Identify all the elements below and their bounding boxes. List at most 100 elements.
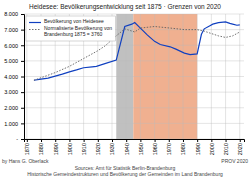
annotation: PROV 2020 — [221, 158, 248, 164]
x-tick: 1930 — [109, 139, 115, 155]
x-tick-mark — [226, 139, 227, 142]
x-tick-mark — [41, 139, 42, 142]
x-tick-mark — [155, 139, 156, 142]
y-tick: - — [16, 136, 24, 142]
x-tick-label: 1930 — [109, 143, 115, 155]
y-axis: - 1.000 2.000 3.000 4.000 5.000 6.000 7.000 8.00… — [4, 11, 24, 142]
x-tick-label: 1970 — [166, 143, 172, 155]
x-tick: 2000 — [209, 139, 215, 155]
x-tick-mark — [126, 139, 127, 142]
y-tick-mark — [21, 108, 24, 109]
grid-line-y — [24, 107, 244, 108]
x-tick-mark — [197, 139, 198, 142]
grid-line-x — [168, 14, 169, 139]
plot: 1870 1880 1890 1900 1910 1920 1930 1940 1950 1960… — [4, 11, 244, 155]
x-tick: 1920 — [95, 139, 101, 155]
y-tick-mark — [21, 123, 24, 124]
y-axis-line — [21, 15, 25, 140]
y-tick-mark — [21, 61, 24, 62]
y-tick-mark — [21, 77, 24, 78]
annotation: by Hans G. Oberlack — [2, 158, 49, 164]
grid-line-y — [24, 14, 244, 15]
x-tick-label: 1990 — [195, 143, 201, 155]
x-tick-label: 2010 — [223, 143, 229, 155]
x-tick-label: 1920 — [95, 143, 101, 155]
x-tick: 1870 — [24, 139, 30, 155]
x-tick-mark — [240, 139, 241, 142]
grid — [24, 14, 244, 139]
y-tick-mark — [21, 45, 24, 46]
y-tick: 3.000 — [4, 89, 24, 95]
y-tick-label: 7.000 — [4, 27, 18, 33]
x-tick-label: 1960 — [152, 143, 158, 155]
x-tick: 1940 — [124, 139, 130, 155]
x-tick: 1910 — [81, 139, 87, 155]
x-tick: 1990 — [195, 139, 201, 155]
legend: Bevölkerung von HeideseeNormalisierte Be… — [26, 16, 115, 41]
x-tick-mark — [84, 139, 85, 142]
y-tick-label: 2.000 — [4, 105, 18, 111]
series-line — [34, 27, 240, 81]
legend-box — [26, 16, 115, 41]
y-tick: 7.000 — [4, 27, 24, 33]
y-tick-label: 4.000 — [4, 74, 18, 80]
y-tick-label: 1.000 — [4, 121, 18, 127]
legend-label: Bevölkerung von Heidesee — [44, 18, 104, 24]
x-tick: 1890 — [53, 139, 59, 155]
x-tick: 1980 — [180, 139, 186, 155]
x-tick: 1970 — [166, 139, 172, 155]
legend-label: Normalisierte Bevölkerung vonBrandenburg… — [44, 25, 112, 37]
x-tick: 1960 — [152, 139, 158, 155]
grid-line-x — [140, 14, 141, 139]
y-tick-mark — [21, 139, 24, 140]
y-tick-label: 8.000 — [4, 11, 18, 17]
grid-line-x — [154, 14, 155, 139]
x-tick-label: 1910 — [81, 143, 87, 155]
x-tick-label: 1880 — [38, 143, 44, 155]
chart: 1870 1880 1890 1900 1910 1920 1930 1940 1950 1960… — [0, 0, 250, 177]
x-tick-mark — [169, 139, 170, 142]
lines — [34, 22, 240, 80]
y-tick-label: - — [16, 136, 18, 142]
grid-line-y — [24, 60, 244, 61]
x-tick-mark — [183, 139, 184, 142]
legend-swatch — [29, 22, 41, 23]
x-axis: 1870 1880 1890 1900 1910 1920 1930 1940 1950 1960… — [24, 139, 244, 155]
x-tick-mark — [211, 139, 212, 142]
x-tick-mark — [140, 139, 141, 142]
grid-line-x — [182, 14, 183, 139]
x-tick: 2020 — [237, 139, 243, 155]
grid-line-x — [211, 14, 212, 139]
y-tick-mark — [21, 14, 24, 15]
x-tick-label: 1950 — [138, 143, 144, 155]
grid-line-x — [197, 14, 198, 139]
x-tick-label: 1890 — [53, 143, 59, 155]
grid-line-y — [24, 123, 244, 124]
x-tick-mark — [112, 139, 113, 142]
x-tick: 1900 — [67, 139, 73, 155]
y-tick: 6.000 — [4, 43, 24, 49]
grid-line-y — [24, 45, 244, 46]
y-tick: 8.000 — [4, 11, 24, 17]
legend-swatch — [29, 29, 41, 30]
y-tick: 1.000 — [4, 121, 24, 127]
x-tick: 2010 — [223, 139, 229, 155]
x-tick-label: 1940 — [124, 143, 130, 155]
x-tick-mark — [98, 139, 99, 142]
grid-line-x — [225, 14, 226, 139]
x-tick-label: 1980 — [180, 143, 186, 155]
x-tick-mark — [69, 139, 70, 142]
x-axis-line — [25, 140, 245, 143]
x-tick-label: 1870 — [24, 143, 30, 155]
x-tick: 1950 — [138, 139, 144, 155]
annotation: Historische Gemeindestrukturen und Bevöl… — [27, 171, 223, 177]
x-tick-label: 2000 — [209, 143, 215, 155]
y-tick: 2.000 — [4, 105, 24, 111]
y-tick-label: 6.000 — [4, 43, 18, 49]
series-line — [34, 22, 240, 80]
y-tick: 5.000 — [4, 58, 24, 64]
grid-line-x — [239, 14, 240, 139]
y-tick-mark — [21, 92, 24, 93]
y-tick-label: 5.000 — [4, 58, 18, 64]
grid-line-y — [24, 92, 244, 93]
